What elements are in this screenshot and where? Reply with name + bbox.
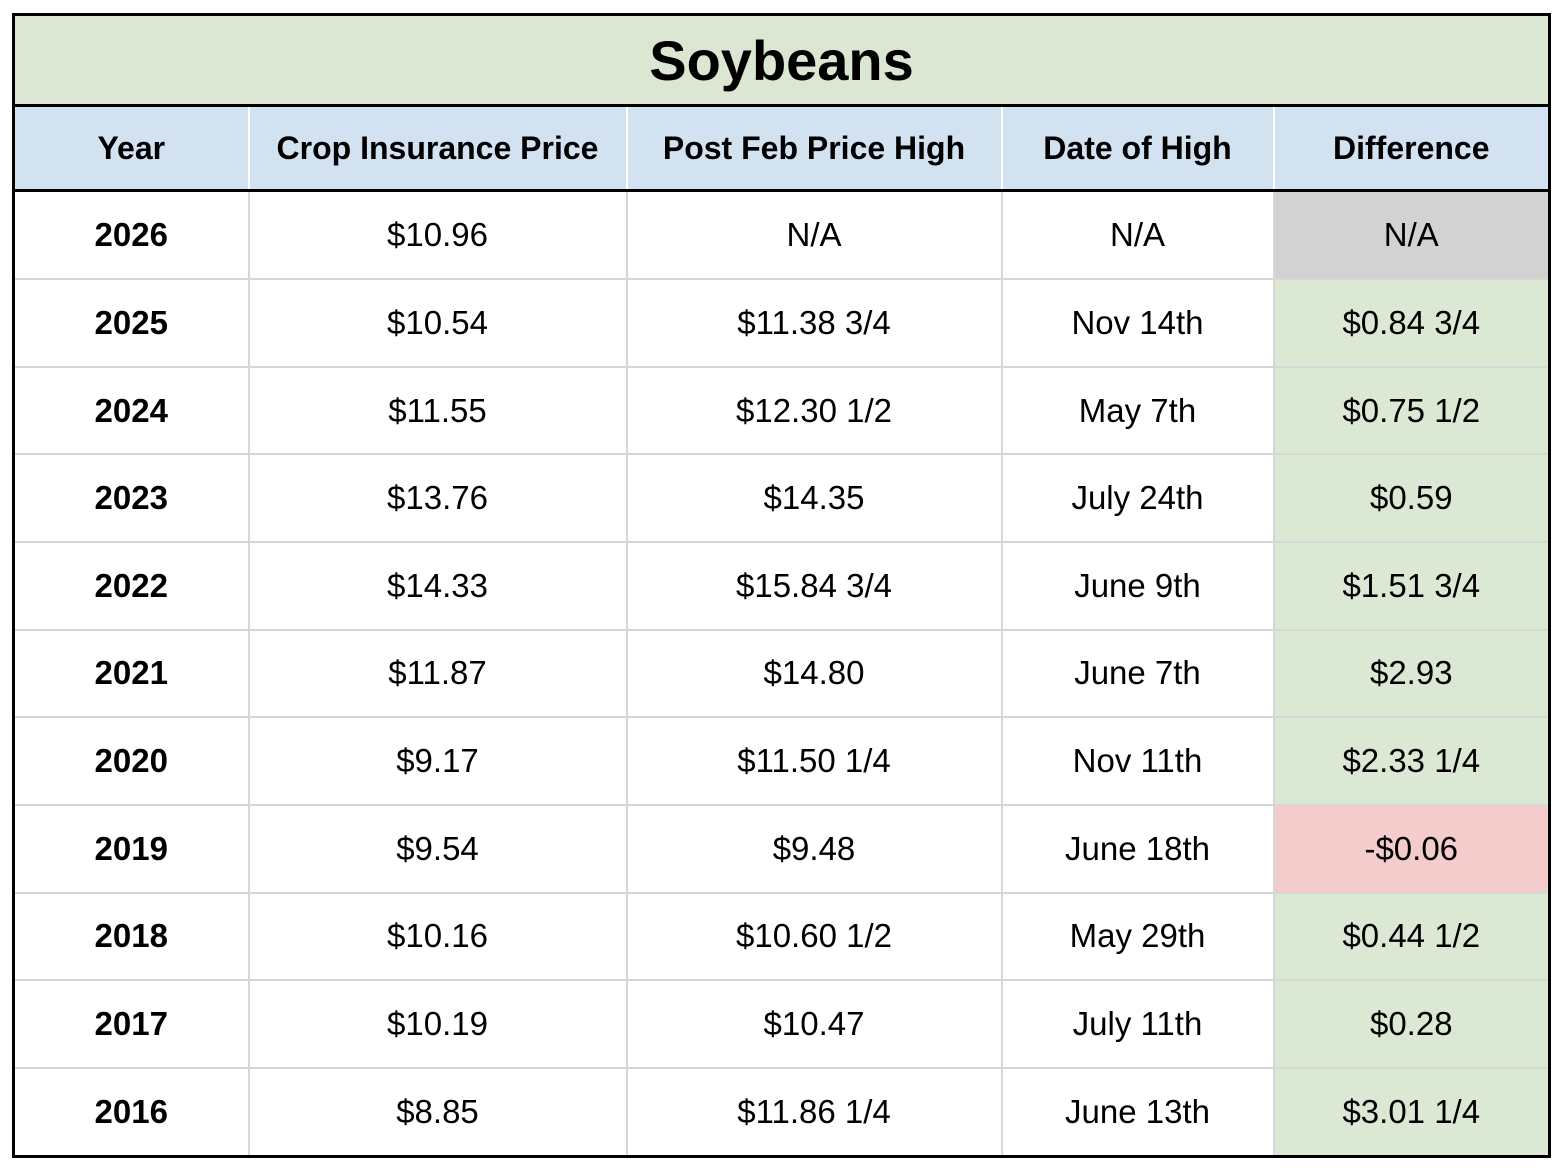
crop-insurance-price-cell: $10.16 — [247, 891, 628, 982]
post-feb-price-high-cell: $15.84 3/4 — [625, 541, 1003, 631]
date-of-high-cell: June 7th — [1000, 628, 1275, 719]
year-cell: 2019 — [13, 803, 250, 894]
post-feb-price-high-cell: $11.38 3/4 — [625, 278, 1003, 368]
date-of-high-cell: May 29th — [1000, 891, 1275, 982]
post-feb-price-high-cell: N/A — [625, 189, 1003, 281]
date-of-high-cell: June 13th — [1000, 1066, 1275, 1157]
crop-insurance-price-cell: $10.54 — [247, 278, 628, 368]
post-feb-price-high-cell: $11.50 1/4 — [625, 716, 1003, 806]
table-row: 2025 $10.54 $11.38 3/4 Nov 14th $0.84 3/… — [13, 278, 1550, 368]
year-cell: 2017 — [13, 979, 250, 1069]
year-cell: 2016 — [13, 1066, 250, 1157]
post-feb-price-high-cell: $14.35 — [625, 453, 1003, 544]
difference-cell: N/A — [1272, 189, 1550, 281]
difference-cell: $0.59 — [1272, 453, 1550, 544]
table-row: 2019 $9.54 $9.48 June 18th -$0.06 — [13, 803, 1550, 894]
year-cell: 2022 — [13, 541, 250, 631]
year-cell: 2020 — [13, 716, 250, 806]
difference-cell: $0.28 — [1272, 979, 1550, 1069]
column-header-crop-insurance-price: Crop Insurance Price — [247, 105, 627, 192]
year-cell: 2024 — [13, 365, 250, 456]
post-feb-price-high-cell: $14.80 — [625, 628, 1003, 719]
date-of-high-cell: Nov 11th — [1000, 716, 1275, 806]
date-of-high-cell: July 24th — [1000, 453, 1275, 544]
crop-insurance-price-cell: $11.55 — [247, 365, 628, 456]
table-row: 2021 $11.87 $14.80 June 7th $2.93 — [13, 628, 1550, 719]
difference-cell: $2.33 1/4 — [1272, 716, 1550, 806]
post-feb-price-high-cell: $10.60 1/2 — [625, 891, 1003, 982]
column-header-date-of-high: Date of High — [1000, 105, 1274, 192]
column-header-post-feb-price-high: Post Feb Price High — [625, 105, 1002, 192]
date-of-high-cell: June 18th — [1000, 803, 1275, 894]
crop-insurance-price-cell: $11.87 — [247, 628, 628, 719]
table-row: 2016 $8.85 $11.86 1/4 June 13th $3.01 1/… — [13, 1066, 1550, 1157]
soybeans-price-table: Soybeans Year Crop Insurance Price Post … — [12, 13, 1552, 1158]
table-row: 2024 $11.55 $12.30 1/2 May 7th $0.75 1/2 — [13, 365, 1550, 456]
crop-insurance-price-cell: $10.96 — [247, 189, 628, 281]
difference-cell: $2.93 — [1272, 628, 1550, 719]
title-row: Soybeans — [13, 14, 1550, 107]
column-header-year: Year — [13, 105, 249, 192]
difference-cell: $0.75 1/2 — [1272, 365, 1550, 456]
year-cell: 2025 — [13, 278, 250, 368]
year-cell: 2026 — [13, 189, 250, 281]
crop-insurance-price-cell: $9.17 — [247, 716, 628, 806]
crop-insurance-price-cell: $8.85 — [247, 1066, 628, 1157]
post-feb-price-high-cell: $12.30 1/2 — [625, 365, 1003, 456]
date-of-high-cell: July 11th — [1000, 979, 1275, 1069]
crop-insurance-price-cell: $9.54 — [247, 803, 628, 894]
table-row: 2026 $10.96 N/A N/A N/A — [13, 189, 1550, 281]
date-of-high-cell: May 7th — [1000, 365, 1275, 456]
table-row: 2023 $13.76 $14.35 July 24th $0.59 — [13, 453, 1550, 544]
year-cell: 2018 — [13, 891, 250, 982]
table-row: 2017 $10.19 $10.47 July 11th $0.28 — [13, 979, 1550, 1069]
date-of-high-cell: N/A — [1000, 189, 1275, 281]
difference-cell: $0.84 3/4 — [1272, 278, 1550, 368]
crop-insurance-price-cell: $10.19 — [247, 979, 628, 1069]
post-feb-price-high-cell: $10.47 — [625, 979, 1003, 1069]
table-row: 2018 $10.16 $10.60 1/2 May 29th $0.44 1/… — [13, 891, 1550, 982]
date-of-high-cell: June 9th — [1000, 541, 1275, 631]
crop-insurance-price-cell: $14.33 — [247, 541, 628, 631]
column-header-difference: Difference — [1272, 105, 1550, 192]
difference-cell: $0.44 1/2 — [1272, 891, 1550, 982]
table-row: 2022 $14.33 $15.84 3/4 June 9th $1.51 3/… — [13, 541, 1550, 631]
header-row: Year Crop Insurance Price Post Feb Price… — [13, 105, 1550, 192]
post-feb-price-high-cell: $9.48 — [625, 803, 1003, 894]
post-feb-price-high-cell: $11.86 1/4 — [625, 1066, 1003, 1157]
difference-cell: $3.01 1/4 — [1272, 1066, 1550, 1157]
crop-insurance-price-cell: $13.76 — [247, 453, 628, 544]
difference-cell: $1.51 3/4 — [1272, 541, 1550, 631]
year-cell: 2023 — [13, 453, 250, 544]
year-cell: 2021 — [13, 628, 250, 719]
date-of-high-cell: Nov 14th — [1000, 278, 1275, 368]
table-title: Soybeans — [13, 14, 1550, 107]
soybeans-price-table-container: Soybeans Year Crop Insurance Price Post … — [12, 13, 1552, 1158]
difference-cell: -$0.06 — [1272, 803, 1550, 894]
table-row: 2020 $9.17 $11.50 1/4 Nov 11th $2.33 1/4 — [13, 716, 1550, 806]
